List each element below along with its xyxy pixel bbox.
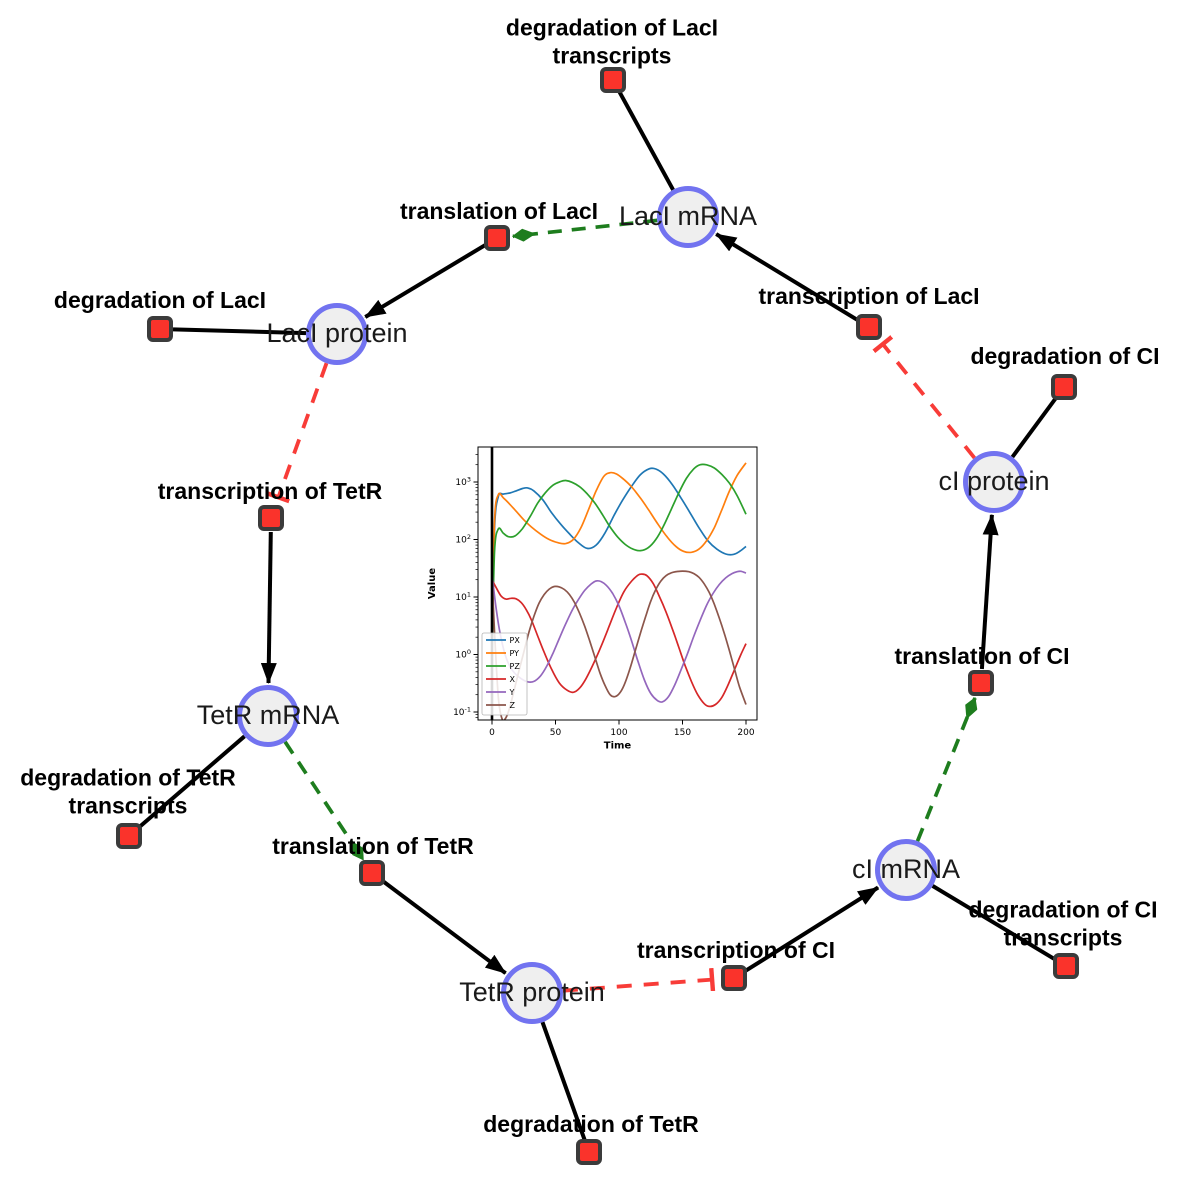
reaction-node-deg-laci-transcripts[interactable]: [600, 67, 626, 93]
y-axis-title: Value: [427, 568, 438, 599]
species-node-laci-protein[interactable]: [306, 303, 368, 365]
x-tick-label: 100: [610, 728, 627, 738]
series-line-x: [491, 573, 747, 708]
edge-laci-mrna-to-deg-laci-transcripts: [617, 90, 675, 191]
x-axis-title: Time: [604, 741, 632, 752]
reaction-label-deg-tetr-transcripts: degradation of TetR transcripts: [20, 764, 236, 818]
reaction-label-transcription-laci: transcription of LacI: [758, 283, 980, 310]
edge-ci-mrna-to-translation-ci: [915, 696, 978, 842]
edge-laci-protein-to-transcription-tetr: [266, 362, 329, 504]
reaction-node-deg-ci-transcripts[interactable]: [1053, 953, 1079, 979]
y-tick-label: 101: [455, 590, 471, 603]
series-line-px: [491, 467, 747, 655]
reaction-label-deg-tetr: degradation of TetR: [483, 1111, 699, 1138]
reaction-node-translation-laci[interactable]: [484, 225, 510, 251]
legend-label-pz: PZ: [510, 662, 521, 671]
edge-laci-mrna-to-translation-laci: [511, 218, 658, 242]
reaction-label-deg-laci-transcripts: degradation of LacI transcripts: [505, 14, 719, 68]
x-tick-label: 200: [737, 728, 754, 738]
legend: PX PY PZ XYZ: [481, 632, 528, 716]
edge-ci-protein-to-deg-ci: [1010, 396, 1058, 459]
series-line-py: [491, 462, 747, 655]
reaction-label-transcription-tetr: transcription of TetR: [157, 478, 383, 505]
reaction-node-deg-tetr[interactable]: [576, 1139, 602, 1165]
reaction-node-transcription-tetr[interactable]: [258, 505, 284, 531]
reaction-label-deg-ci: degradation of CI: [970, 343, 1160, 370]
species-node-ci-protein[interactable]: [963, 451, 1025, 513]
y-tick-label: 102: [455, 533, 471, 546]
series-line-pz: [491, 463, 747, 655]
species-label-laci-mrna: LacI mRNA: [618, 201, 758, 232]
axes-frame: [477, 446, 758, 721]
reaction-node-deg-laci[interactable]: [147, 316, 173, 342]
legend-label-y: Y: [509, 688, 515, 697]
species-label-ci-mrna: cI mRNA: [852, 854, 960, 885]
species-node-laci-mrna[interactable]: [657, 186, 719, 248]
edge-translation-tetr-to-tetr-protein: [382, 879, 507, 975]
reaction-node-translation-ci[interactable]: [968, 670, 994, 696]
y-tick-label: 100: [455, 648, 471, 661]
edge-ci-protein-to-transcription-laci: [872, 335, 976, 460]
reaction-label-deg-ci-transcripts: degradation of CI transcripts: [968, 896, 1158, 950]
species-node-tetr-mrna[interactable]: [237, 685, 299, 747]
species-node-ci-mrna[interactable]: [875, 839, 937, 901]
species-label-tetr-mrna: TetR mRNA: [196, 700, 340, 731]
reaction-label-translation-laci: translation of LacI: [399, 198, 599, 225]
species-label-ci-protein: cI protein: [938, 466, 1050, 497]
legend-box: [481, 632, 528, 716]
legend-label-x: X: [510, 675, 516, 684]
reaction-label-transcription-ci: transcription of CI: [636, 937, 836, 964]
reaction-label-deg-laci: degradation of LacI: [53, 287, 267, 314]
legend-label-py: PY: [510, 649, 520, 658]
legend-label-px: PX: [510, 636, 521, 645]
species-label-tetr-protein: TetR protein: [459, 977, 605, 1008]
edge-transcription-laci-to-laci-mrna: [715, 232, 859, 322]
species-label-laci-protein: LacI protein: [266, 318, 408, 349]
edge-transcription-tetr-to-tetr-mrna: [260, 531, 277, 684]
reaction-label-translation-ci: translation of CI: [894, 643, 1070, 670]
reaction-label-translation-tetr: translation of TetR: [272, 833, 474, 860]
edge-transcription-ci-to-ci-mrna: [744, 885, 880, 973]
reaction-node-transcription-ci[interactable]: [721, 965, 747, 991]
edge-translation-ci-to-ci-protein: [979, 513, 999, 670]
x-tick-label: 50: [550, 728, 562, 738]
series-line-z: [491, 570, 747, 720]
reaction-node-deg-ci[interactable]: [1051, 374, 1077, 400]
edge-tetr-mrna-to-deg-tetr-transcripts: [137, 734, 246, 830]
plot-area: [490, 447, 747, 720]
edge-laci-protein-to-deg-laci: [172, 327, 307, 336]
y-tick-label: 10-1: [453, 705, 471, 718]
legend-label-z: Z: [510, 701, 516, 710]
reaction-node-transcription-laci[interactable]: [856, 314, 882, 340]
x-tick-label: 0: [489, 728, 495, 738]
species-node-tetr-protein[interactable]: [501, 962, 563, 1024]
edge-tetr-protein-to-deg-tetr: [540, 1021, 587, 1141]
y-tick-label: 103: [455, 475, 471, 488]
reaction-node-translation-tetr[interactable]: [359, 860, 385, 886]
reaction-node-deg-tetr-transcripts[interactable]: [116, 823, 142, 849]
edge-translation-laci-to-laci-protein: [364, 243, 487, 319]
series-line-y: [491, 570, 747, 703]
edge-ci-mrna-to-deg-ci-transcripts: [931, 884, 1056, 962]
x-tick-label: 150: [674, 728, 691, 738]
